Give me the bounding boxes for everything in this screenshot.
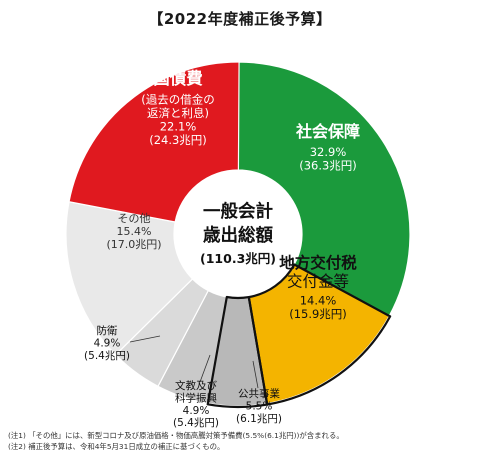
label-local_tax-percent: 14.4% [300, 294, 337, 308]
label-national_debt-line3: 返済と利息) [147, 106, 209, 120]
slice-other [65, 201, 194, 356]
label-social_security-amount: (36.3兆円) [299, 158, 357, 172]
label-education-line1: 文教及び [175, 379, 217, 392]
label-social_security-percent: 32.9% [310, 145, 347, 159]
center-label-total: (110.3兆円) [200, 251, 276, 266]
center-label-line1: 一般会計 [203, 201, 273, 222]
footnotes: (注1) 「その他」には、新型コロナ及び原油価格・物価高騰対策予備費(5.5%(… [8, 430, 474, 452]
label-national_debt-amount: (24.3兆円) [149, 133, 207, 147]
label-local_tax-line1: 地方交付税 [279, 253, 357, 272]
label-education-percent: 4.9% [183, 405, 210, 417]
slice-outline-public_works [206, 295, 269, 409]
slice-national_debt [68, 61, 240, 223]
label-defense-percent: 4.9% [94, 337, 121, 349]
label-public_works-line1: 公共事業 [238, 387, 280, 400]
label-public_works-percent: 5.5% [246, 400, 273, 412]
label-public_works-amount: (6.1兆円) [236, 413, 282, 425]
footnote-2: (注2) 補正後予算は、令和4年5月31日成立の補正に基づくもの。 [8, 442, 225, 451]
label-other-line1: その他 [118, 212, 151, 225]
label-national_debt-line2: (過去の借金の [141, 92, 215, 106]
label-national_debt-percent: 22.1% [160, 120, 197, 134]
label-other-amount: (17.0兆円) [106, 238, 161, 251]
label-other-percent: 15.4% [117, 225, 152, 238]
label-education-amount: (5.4兆円) [173, 417, 219, 429]
label-social_security-line1: 社会保障 [295, 122, 360, 141]
leader-line-defense [129, 335, 161, 343]
chart-title: 【2022年度補正後予算】 [148, 10, 332, 28]
label-national_debt-line1: 国債費 [153, 68, 203, 88]
label-education-line2: 科学振興 [175, 391, 217, 404]
slice-outline-local_tax [247, 263, 392, 406]
label-local_tax-line2: 交付金等 [287, 272, 349, 290]
leader-line-education [199, 354, 211, 383]
slice-social_security [237, 61, 411, 317]
label-defense-amount: (5.4兆円) [84, 350, 130, 362]
center-label-line2: 歳出総額 [203, 225, 273, 246]
footnote-1: (注1) 「その他」には、新型コロナ及び原油価格・物価高騰対策予備費(5.5%(… [8, 431, 344, 440]
label-local_tax-amount: (15.9兆円) [289, 307, 347, 321]
label-defense-line1: 防衛 [97, 324, 118, 337]
leader-line-public_works [252, 360, 259, 389]
